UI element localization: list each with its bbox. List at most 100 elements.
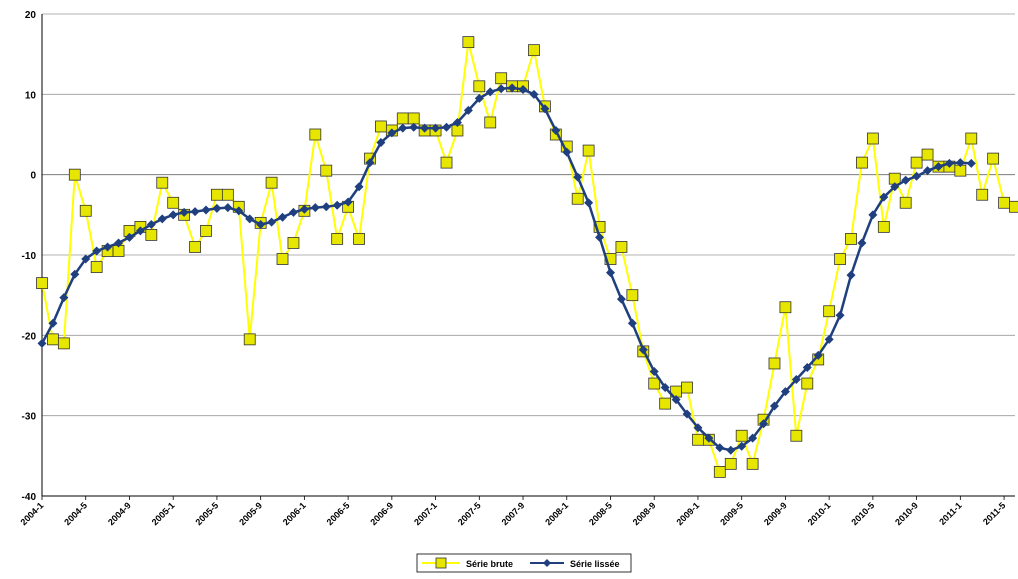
x-tick-label: 2010-1 — [806, 500, 833, 527]
series-brute-point — [845, 233, 857, 245]
series-brute-point — [47, 333, 59, 346]
series-brute-point — [790, 429, 803, 442]
series-lissee-point — [551, 125, 561, 135]
series-lissee-point — [704, 433, 714, 443]
series-brute-point — [440, 156, 453, 169]
series-lissee-point — [846, 270, 856, 280]
series-brute-point — [998, 196, 1010, 209]
series-brute-point — [462, 36, 475, 49]
series-lissee-point — [868, 210, 878, 220]
series-lissee-point — [496, 84, 506, 94]
legend-box — [416, 553, 632, 573]
x-tick-label: 2005-5 — [193, 500, 220, 527]
series-brute-point — [1009, 200, 1018, 213]
legend-label-brute: Série brute — [466, 559, 513, 569]
series-lissee-point — [901, 175, 911, 185]
series-lissee-point — [682, 409, 692, 419]
series-lissee-point — [518, 85, 528, 95]
series-lissee-point — [791, 375, 801, 385]
series-lissee-point — [857, 238, 867, 248]
series-lissee-point — [540, 104, 550, 114]
series-brute-point — [659, 397, 672, 410]
series-lissee-point — [223, 203, 233, 213]
series-layer — [36, 36, 1018, 478]
x-tick-label: 2005-9 — [237, 500, 264, 527]
y-tick-label: -20 — [22, 331, 37, 342]
series-lissee-point — [354, 182, 364, 192]
series-lissee-point — [562, 147, 572, 157]
x-tick-label: 2008-9 — [631, 500, 658, 527]
x-tick-label: 2007-5 — [456, 500, 483, 527]
series-lissee-point — [660, 383, 670, 393]
series-lissee-point — [343, 197, 353, 207]
axes — [41, 14, 1015, 500]
series-brute-point — [692, 433, 704, 446]
legend-swatch-lissee-marker — [543, 559, 551, 567]
legend: Série brute Série lissée — [416, 553, 632, 573]
series-lissee-point — [671, 395, 681, 405]
series-brute-point — [68, 168, 81, 181]
series-lissee-point — [278, 212, 288, 222]
series-brute-point — [57, 337, 70, 350]
x-tick-label: 2008-5 — [587, 500, 614, 527]
series-lissee-point — [933, 162, 943, 172]
series-brute-point — [768, 357, 781, 370]
series-lissee-point — [81, 254, 91, 264]
series-lissee-point — [135, 226, 145, 236]
series-brute-point — [877, 220, 890, 233]
x-tick-label: 2007-9 — [500, 500, 527, 527]
series-lissee-point — [190, 207, 200, 217]
series-lissee-point — [463, 105, 473, 115]
series-lissee-point — [616, 294, 626, 304]
series-brute-point — [145, 229, 158, 241]
series-brute-point — [856, 156, 868, 169]
series-lissee-point — [420, 123, 430, 133]
series-lissee-point — [452, 117, 462, 127]
legend-label-lissee: Série lissée — [570, 559, 620, 569]
series-lissee-line — [40, 86, 972, 452]
series-lissee-point — [769, 401, 779, 411]
series-lissee-point — [321, 202, 331, 212]
series-lissee-point — [398, 123, 408, 133]
series-brute-point — [735, 429, 748, 442]
series-lissee-point — [780, 387, 790, 397]
y-tick-label: -30 — [22, 412, 37, 423]
series-lissee-point — [802, 362, 812, 372]
series-lissee-point — [37, 338, 47, 348]
series-brute-point — [976, 188, 989, 201]
series-brute-point — [36, 277, 48, 290]
series-brute-point — [200, 224, 212, 237]
series-brute-point — [375, 120, 387, 133]
series-brute-point — [495, 72, 508, 85]
x-tick-label: 2006-1 — [281, 500, 308, 527]
series-lissee-point — [693, 423, 703, 433]
x-tick-label: 2009-9 — [762, 500, 789, 527]
series-lissee-point — [944, 158, 954, 168]
series-brute-point — [724, 457, 737, 470]
series-brute-point — [921, 148, 934, 161]
series-lissee-point — [627, 318, 637, 328]
x-tick-label: 2004-9 — [106, 500, 133, 527]
series-lissee-point — [179, 207, 189, 217]
series-brute-point — [965, 132, 978, 145]
series-brute-point — [473, 80, 486, 93]
series-brute-point — [615, 241, 628, 253]
y-tick-label: -40 — [22, 492, 37, 503]
series-lissee-point — [748, 433, 758, 443]
series-brute-point — [90, 261, 103, 273]
x-tick-label: 2011-5 — [981, 500, 1008, 527]
series-lissee-point — [299, 204, 309, 214]
series-lissee-point — [605, 268, 615, 278]
series-lissee-point — [442, 122, 452, 132]
series-lissee-point — [256, 219, 266, 229]
legend-swatch-brute-marker — [435, 557, 447, 569]
series-lissee-point — [168, 210, 178, 220]
series-brute-point — [899, 196, 912, 209]
x-tick-label: 2006-9 — [368, 500, 395, 527]
series-brute-point — [593, 220, 606, 233]
series-lissee-point — [387, 128, 397, 138]
grid — [42, 13, 1015, 417]
series-lissee-point — [310, 203, 320, 213]
series-lissee-point — [813, 350, 823, 360]
series-brute-point — [353, 233, 365, 245]
